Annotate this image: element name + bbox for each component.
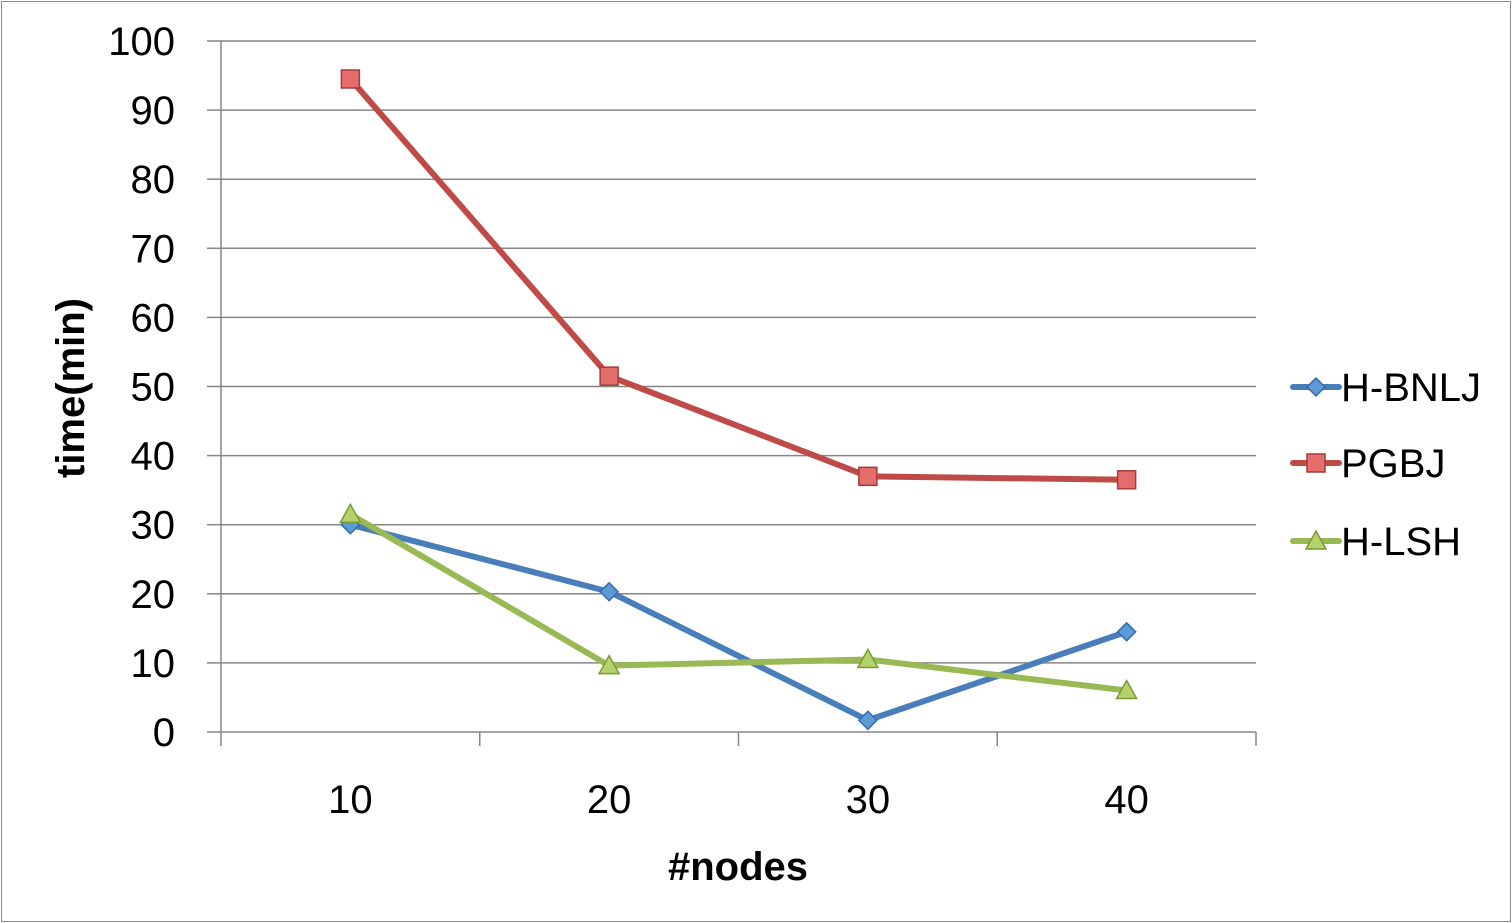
point-pgbj-40 — [1116, 470, 1137, 490]
series-line-pgbj — [347, 76, 1130, 483]
point-h-bnlj-30 — [857, 710, 878, 731]
y-axis-title: time(min) — [49, 298, 93, 478]
axes — [207, 40, 1257, 746]
y-tick-label-0: 0 — [153, 711, 175, 755]
legend-label-pgbj: PGBJ — [1341, 442, 1445, 486]
x-tick-labels: 10 20 30 40 — [328, 778, 1149, 822]
y-tick-label-60: 60 — [131, 296, 176, 340]
point-h-bnlj-40 — [1116, 621, 1137, 642]
series-lines — [347, 76, 1130, 724]
point-pgbj-30 — [858, 466, 878, 487]
legend-label-h-lsh: H-LSH — [1341, 520, 1461, 564]
x-tick-label-30: 30 — [846, 778, 891, 822]
y-tick-label-50: 50 — [131, 366, 176, 410]
x-tick-label-40: 40 — [1104, 778, 1149, 822]
point-pgbj-20 — [599, 366, 619, 386]
legend-marker-pgbj — [1306, 453, 1326, 473]
y-tick-labels: 0 10 20 30 40 50 60 70 80 90 100 — [108, 20, 175, 755]
point-h-lsh-30 — [856, 647, 880, 669]
legend-label-h-bnlj: H-BNLJ — [1341, 366, 1481, 410]
y-tick-label-70: 70 — [131, 227, 176, 271]
series-line-h-lsh — [347, 511, 1130, 694]
y-tick-label-20: 20 — [131, 573, 176, 617]
gridlines — [221, 40, 1256, 664]
x-tick-label-20: 20 — [587, 778, 632, 822]
point-pgbj-10 — [340, 69, 361, 89]
legend: H-BNLJ PGBJ H-LSH — [1290, 366, 1481, 564]
point-h-bnlj-20 — [599, 581, 620, 602]
y-tick-label-80: 80 — [131, 158, 176, 202]
point-h-lsh-20 — [597, 654, 621, 675]
x-tick-label-10: 10 — [328, 778, 373, 822]
legend-marker-h-lsh — [1304, 529, 1328, 550]
y-tick-label-10: 10 — [131, 642, 176, 686]
point-h-lsh-10 — [339, 502, 362, 524]
series-markers — [339, 69, 1138, 731]
y-tick-label-100: 100 — [108, 20, 175, 64]
y-tick-label-30: 30 — [131, 504, 176, 548]
x-axis-title: #nodes — [668, 845, 808, 889]
point-h-lsh-40 — [1115, 678, 1138, 700]
y-tick-label-40: 40 — [131, 435, 176, 479]
y-tick-label-90: 90 — [131, 89, 176, 133]
series-line-h-bnlj — [347, 521, 1130, 724]
legend-marker-h-bnlj — [1305, 376, 1327, 398]
